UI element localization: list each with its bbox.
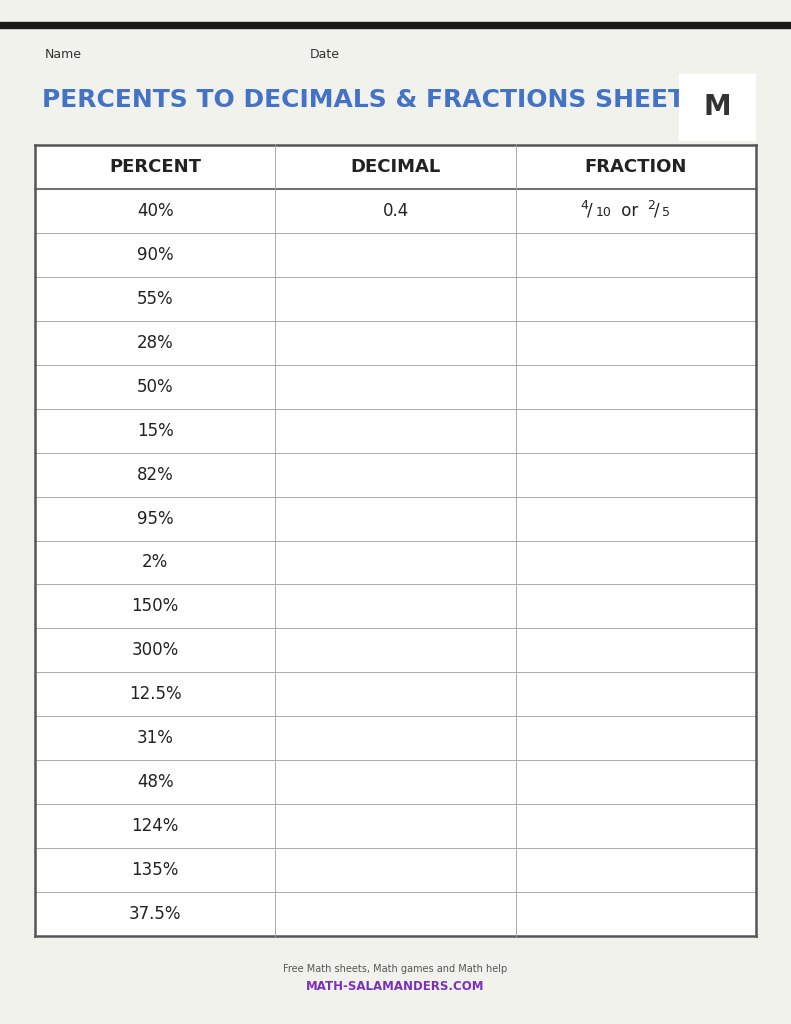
Text: 31%: 31%	[137, 729, 173, 748]
Text: DECIMAL: DECIMAL	[350, 158, 441, 176]
Text: 48%: 48%	[137, 773, 173, 792]
Text: 50%: 50%	[137, 378, 173, 395]
Text: /: /	[587, 202, 592, 220]
Bar	[0, 22, 791, 28]
Text: Date: Date	[310, 48, 340, 61]
Text: 37.5%: 37.5%	[129, 905, 181, 923]
Text: 135%: 135%	[131, 861, 179, 879]
Text: PERCENTS TO DECIMALS & FRACTIONS SHEET 2: PERCENTS TO DECIMALS & FRACTIONS SHEET 2	[42, 88, 711, 112]
Text: 5: 5	[662, 207, 670, 219]
Text: 300%: 300%	[131, 641, 179, 659]
Bar	[35, 145, 756, 936]
Text: Free Math sheets, Math games and Math help: Free Math sheets, Math games and Math he…	[283, 964, 508, 974]
Text: 95%: 95%	[137, 510, 173, 527]
Bar	[680, 75, 755, 140]
Text: 0.4: 0.4	[382, 202, 409, 220]
Text: 4: 4	[581, 200, 589, 212]
Text: 2: 2	[647, 200, 655, 212]
Text: 90%: 90%	[137, 246, 173, 264]
Text: 40%: 40%	[137, 202, 173, 220]
Text: 10: 10	[596, 207, 611, 219]
Text: 124%: 124%	[131, 817, 179, 836]
Text: MATH-SALAMANDERS.COM: MATH-SALAMANDERS.COM	[306, 980, 485, 992]
Text: 55%: 55%	[137, 290, 173, 308]
Text: Name: Name	[45, 48, 82, 61]
Text: PERCENT: PERCENT	[109, 158, 201, 176]
Text: M: M	[703, 93, 731, 121]
Text: 28%: 28%	[137, 334, 173, 352]
Text: 12.5%: 12.5%	[129, 685, 181, 703]
Text: 82%: 82%	[137, 466, 173, 483]
Text: 15%: 15%	[137, 422, 173, 439]
Text: 150%: 150%	[131, 597, 179, 615]
Text: or: or	[616, 202, 643, 220]
Text: 2%: 2%	[142, 554, 168, 571]
Text: FRACTION: FRACTION	[585, 158, 687, 176]
Text: /: /	[654, 202, 660, 220]
